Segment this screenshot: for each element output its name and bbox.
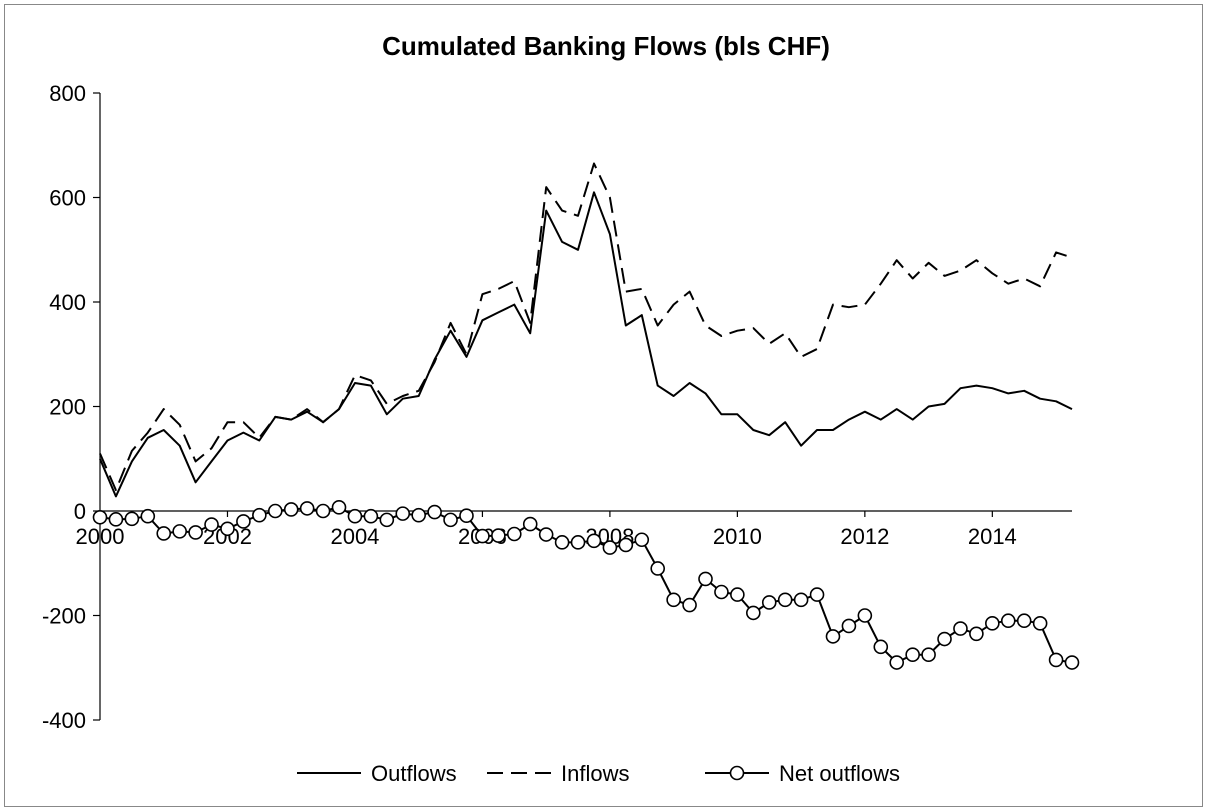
data-point: [682, 597, 697, 613]
data-point: [825, 629, 841, 644]
data-point: [1064, 655, 1080, 670]
data-point: [841, 618, 857, 634]
data-point: [204, 517, 219, 532]
y-axis-ticks: 800 600 400 200 0 -200 -400: [42, 81, 100, 733]
data-point: [953, 621, 968, 636]
data-point: [1000, 613, 1016, 629]
data-point: [714, 584, 729, 600]
data-point: [140, 508, 156, 524]
chart-frame: [4, 4, 1203, 807]
legend: Outflows Inflows Net outflows: [297, 761, 900, 786]
data-point: [873, 639, 889, 655]
data-point: [889, 655, 905, 670]
legend-label: Inflows: [561, 761, 629, 786]
data-point: [267, 503, 283, 519]
data-point: [411, 507, 426, 523]
x-tick-label: 2012: [840, 524, 889, 549]
data-point: [857, 608, 873, 623]
legend-label: Net outflows: [779, 761, 900, 786]
y-tick-label: 400: [49, 290, 86, 315]
y-tick-label: 200: [49, 395, 86, 420]
data-point: [634, 532, 650, 548]
data-point: [188, 525, 203, 540]
data-point: [299, 501, 315, 516]
x-tick-label: 2010: [713, 524, 762, 549]
legend-item: Net outflows: [705, 761, 900, 786]
legend-marker: [729, 765, 745, 781]
data-point: [793, 592, 809, 608]
data-point: [666, 592, 681, 608]
data-point: [761, 595, 777, 610]
series-outflows: [99, 191, 1073, 498]
y-tick-label: 800: [49, 81, 86, 106]
data-point: [1032, 616, 1048, 631]
data-point: [746, 605, 761, 621]
chart-title: Cumulated Banking Flows (bls CHF): [382, 31, 830, 61]
y-tick-label: -400: [42, 708, 86, 733]
data-point: [522, 516, 538, 532]
data-point: [921, 647, 936, 662]
data-point: [586, 533, 602, 549]
data-point: [1016, 613, 1032, 629]
data-point: [1048, 652, 1064, 668]
data-point: [427, 504, 442, 520]
data-point: [236, 514, 251, 529]
data-point: [283, 502, 299, 517]
x-tick-label: 2014: [968, 524, 1017, 549]
y-tick-label: 0: [74, 499, 86, 524]
data-point: [331, 500, 347, 515]
data-point: [809, 587, 825, 602]
data-point: [459, 508, 474, 524]
data-point: [698, 571, 713, 587]
data-point: [443, 512, 458, 528]
legend-label: Outflows: [371, 761, 457, 786]
y-tick-label: 600: [49, 186, 86, 211]
data-point: [92, 509, 108, 525]
data-point: [172, 524, 187, 539]
data-point: [395, 506, 411, 521]
x-tick-label: 2004: [330, 524, 379, 549]
data-point: [937, 631, 952, 647]
data-point: [475, 528, 490, 544]
data-point: [538, 527, 554, 542]
data-point: [618, 537, 634, 553]
legend-item: Outflows: [297, 761, 457, 786]
series-inflows: [99, 162, 1073, 492]
data-point: [347, 508, 363, 524]
series-net-outflows: [92, 500, 1080, 670]
data-point: [220, 521, 235, 537]
data-point: [905, 647, 920, 662]
data-point: [985, 616, 1000, 631]
x-tick-label: 2000: [76, 524, 125, 549]
y-tick-label: -200: [42, 604, 86, 629]
data-point: [570, 535, 586, 550]
data-point: [124, 511, 140, 527]
data-point: [252, 507, 267, 523]
data-point: [969, 626, 984, 642]
data-point: [650, 561, 666, 576]
legend-item: Inflows: [487, 761, 629, 786]
series-line: [99, 191, 1073, 498]
data-point: [363, 508, 379, 524]
data-point: [554, 535, 570, 550]
series-layer: [92, 162, 1080, 670]
data-point: [777, 592, 793, 608]
data-point: [108, 512, 124, 527]
data-point: [602, 540, 618, 555]
data-point: [506, 526, 522, 542]
series-line: [99, 162, 1073, 492]
data-point: [156, 526, 172, 541]
data-point: [315, 503, 331, 519]
data-point: [491, 528, 506, 543]
data-point: [379, 512, 395, 528]
data-point: [730, 587, 745, 602]
